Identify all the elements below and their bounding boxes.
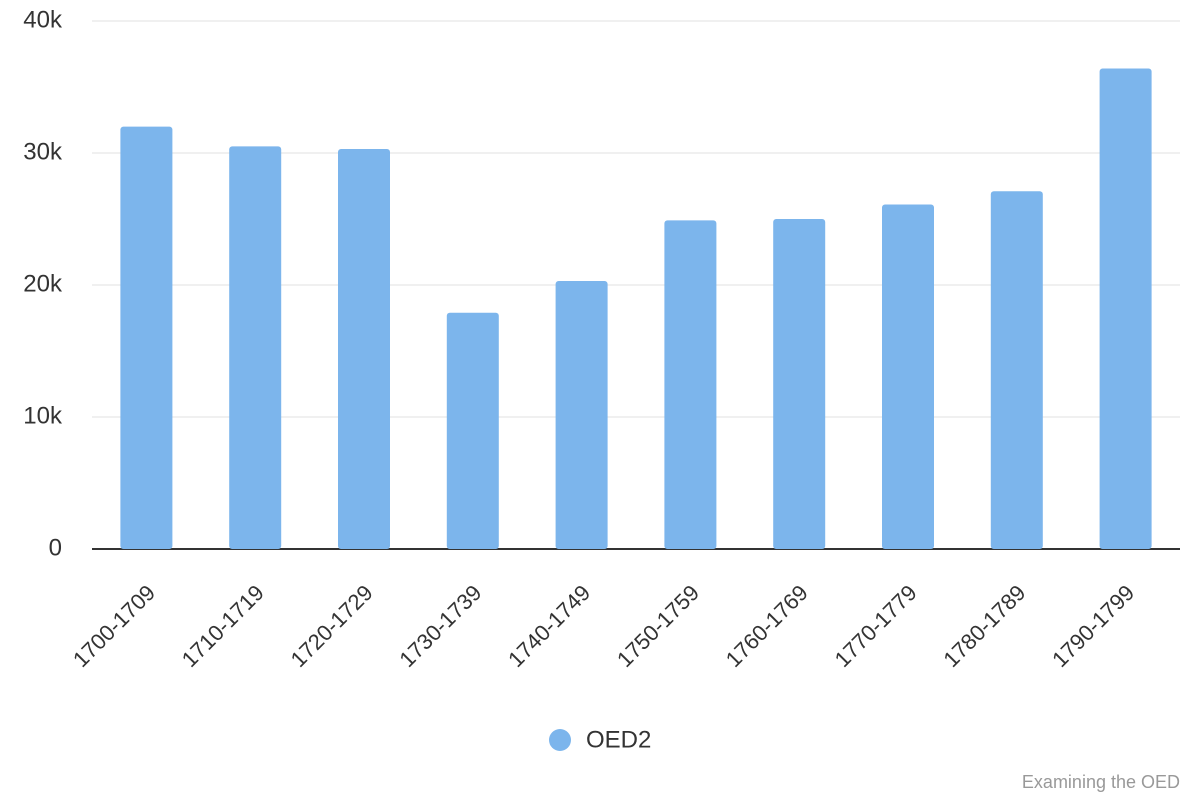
bar (990, 191, 1043, 549)
y-tick-label: 20k (23, 270, 63, 297)
bar (120, 126, 173, 549)
legend-label[interactable]: OED2 (586, 726, 651, 753)
bar (446, 312, 499, 549)
bar (664, 220, 717, 549)
x-tick-label: 1740-1749 (503, 580, 595, 672)
x-tick-label: 1750-1759 (612, 580, 704, 672)
bar (1099, 68, 1152, 550)
x-tick-label: 1730-1739 (394, 580, 486, 672)
credits: Examining the OED (1022, 772, 1180, 792)
legend-marker[interactable] (549, 729, 571, 751)
y-tick-label: 30k (23, 138, 63, 165)
bar (229, 146, 282, 549)
x-tick-label: 1720-1729 (286, 580, 378, 672)
bar (555, 281, 608, 549)
y-tick-label: 0 (49, 534, 62, 561)
bar (338, 149, 390, 550)
bar (773, 219, 826, 549)
x-tick-label: 1710-1719 (177, 580, 269, 672)
x-tick-label: 1780-1789 (938, 580, 1030, 672)
x-tick-label: 1770-1779 (830, 580, 922, 672)
x-tick-label: 1760-1769 (721, 580, 813, 672)
y-tick-label: 10k (23, 402, 63, 429)
x-tick-label: 1700-1709 (68, 580, 160, 672)
bar (882, 204, 934, 550)
y-tick-label: 40k (23, 6, 63, 33)
x-tick-label: 1790-1799 (1047, 580, 1139, 672)
